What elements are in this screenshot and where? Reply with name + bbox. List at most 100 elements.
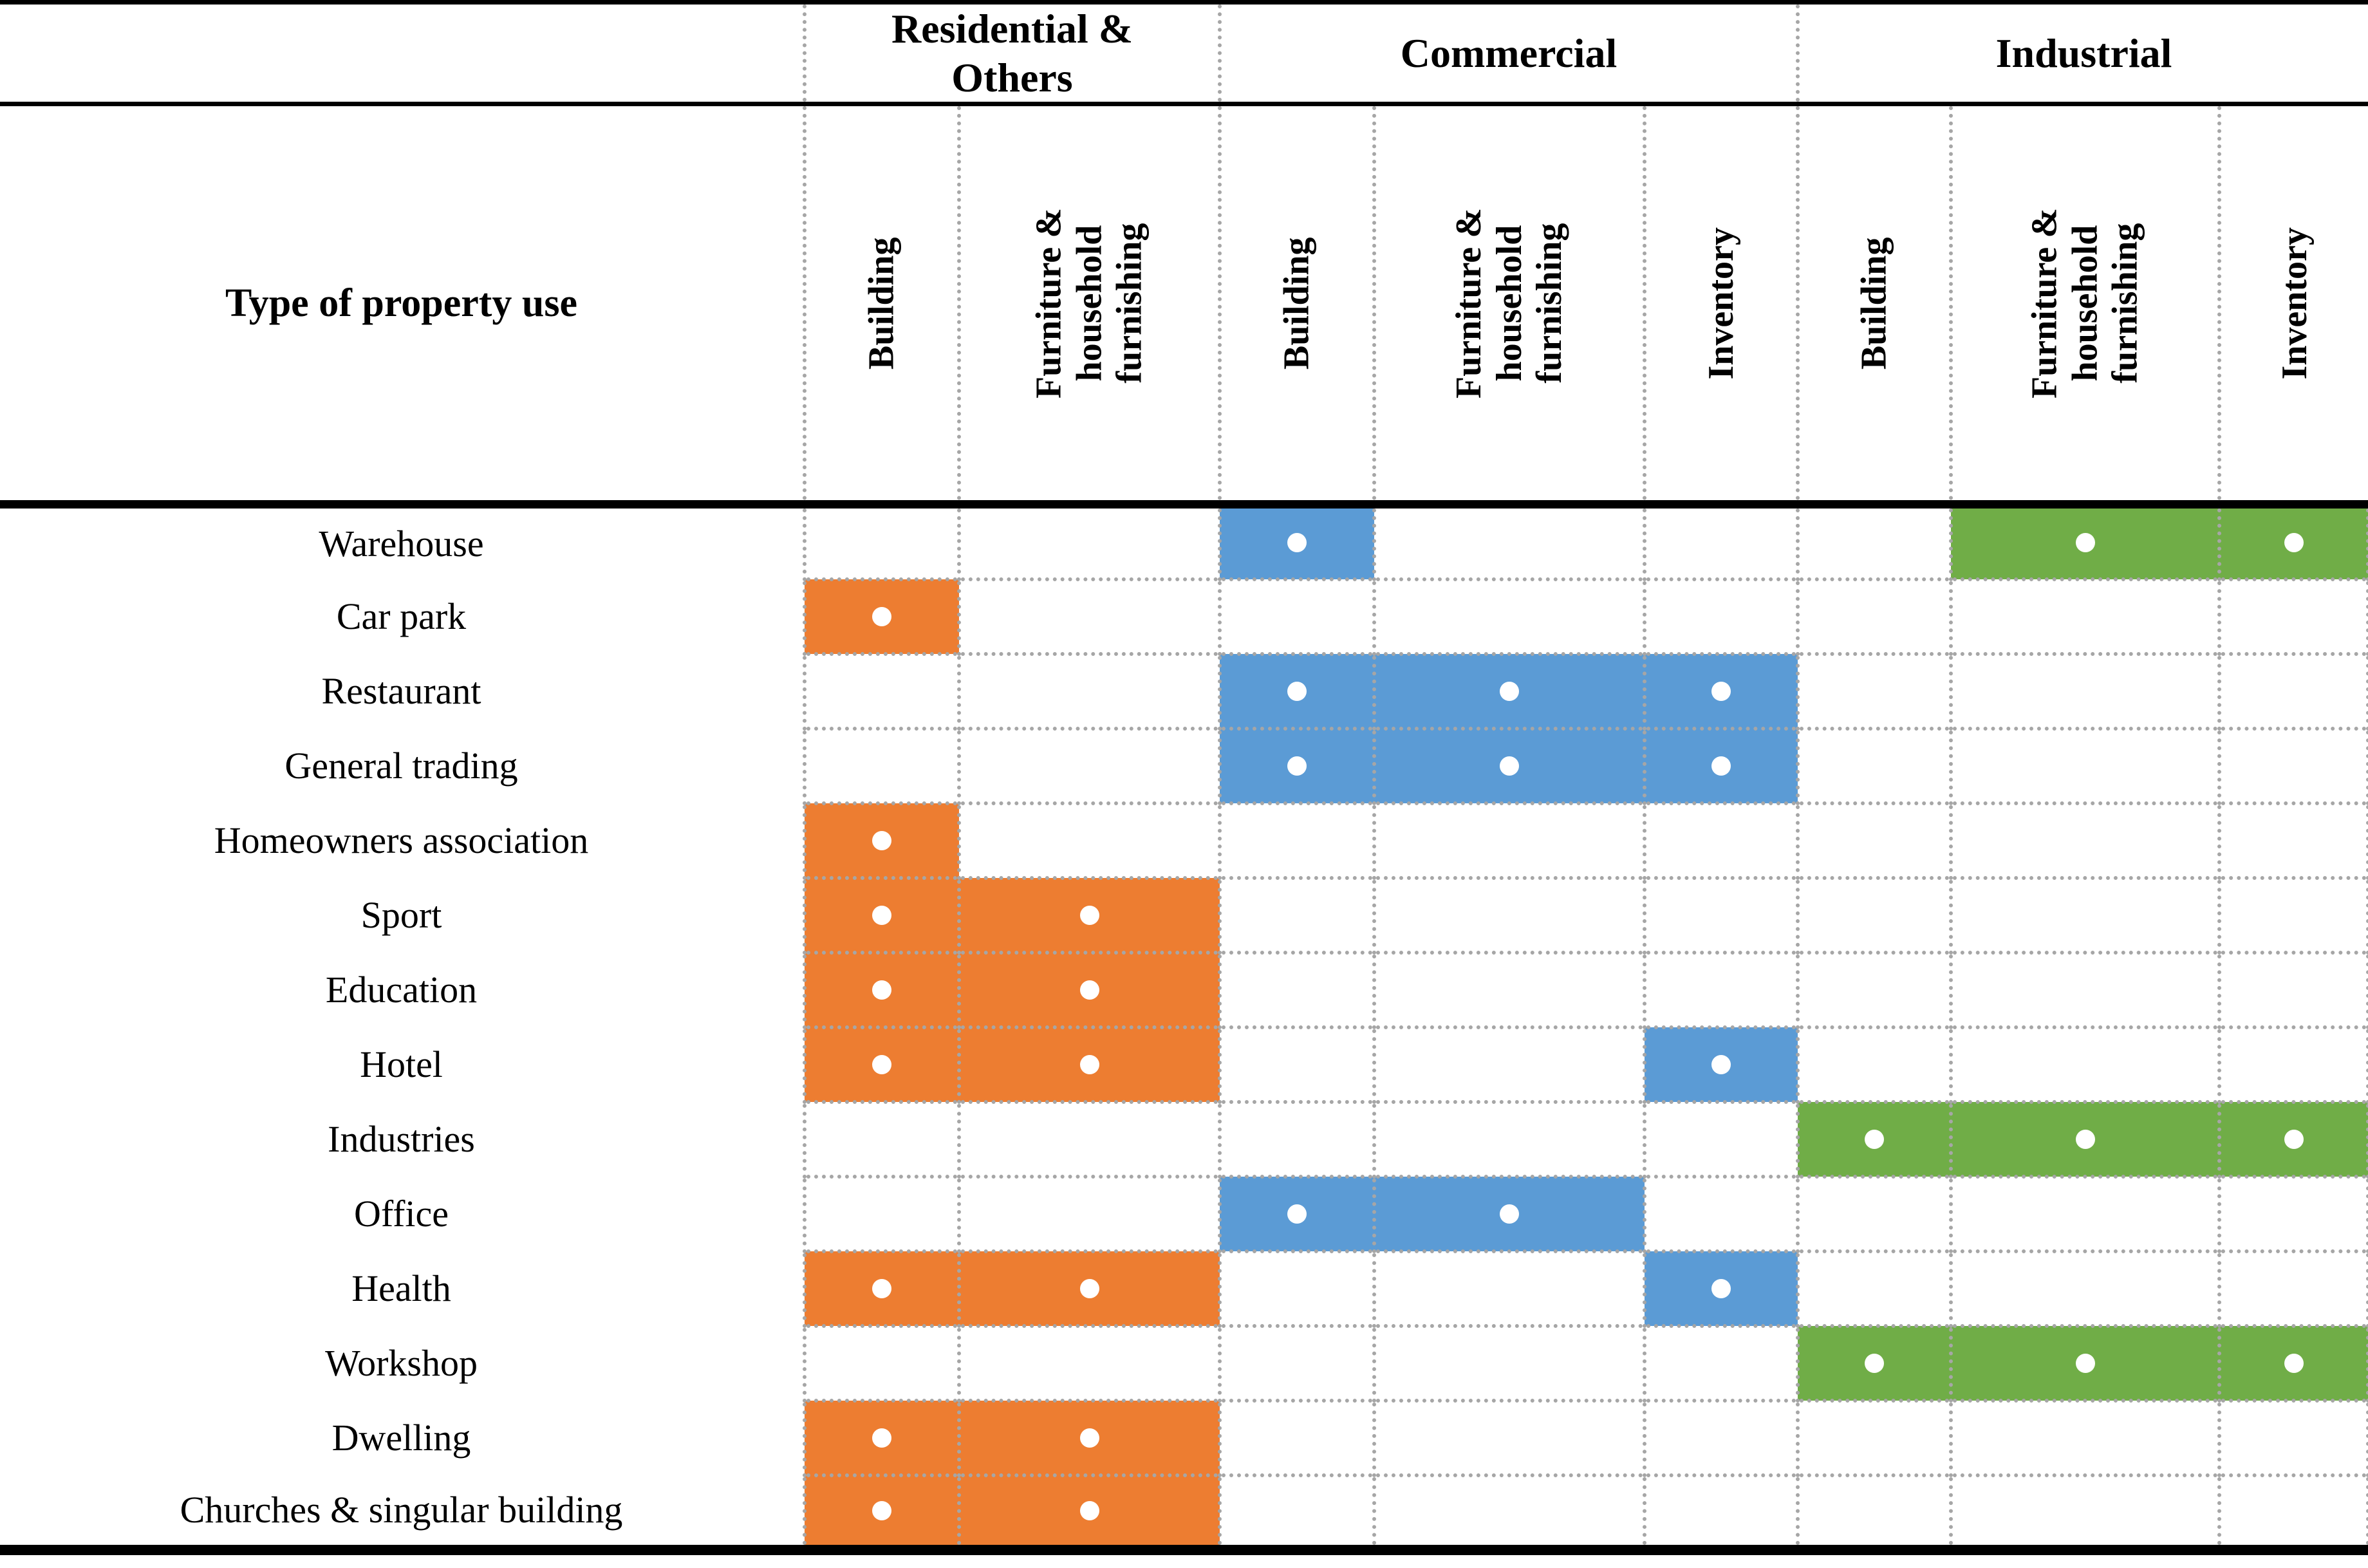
data-cell [957,1398,1220,1475]
data-cell [803,875,959,953]
table-row: Industries [0,1099,2368,1177]
data-cell [957,651,1220,729]
dot-marker [1865,1129,1884,1149]
data-cell [2217,1174,2368,1251]
row-label: Industries [328,1118,475,1161]
data-cell [1372,1473,1645,1550]
data-cell [1372,1174,1645,1251]
data-cell [803,950,959,1027]
data-cell [2217,1323,2368,1401]
dot-marker [872,1278,891,1298]
row-label: Restaurant [321,670,481,713]
rotated-label: Furniture & household furnishing [1029,208,1150,399]
column-header-res-furniture: Furniture & household furnishing [957,104,1220,509]
data-cell [1643,577,1798,654]
column-header-com-building: Building [1218,104,1374,509]
rotated-label: Inventory [1701,227,1741,380]
data-cell [1796,1025,1951,1102]
dot-marker [1079,1278,1099,1298]
data-cell [1643,875,1798,953]
row-label: Dwelling [331,1417,471,1459]
data-cell [957,950,1220,1027]
data-cell [2217,950,2368,1027]
dot-marker [1079,1054,1099,1074]
data-cell [1949,1323,2219,1401]
data-cell [803,1473,959,1550]
data-cell [803,1398,959,1475]
dot-marker [1079,1501,1099,1521]
data-cell [1218,1398,1374,1475]
corner-header: Type of property use [0,104,805,509]
data-cell [1949,1473,2219,1550]
data-cell [1949,1099,2219,1177]
data-cell [957,801,1220,878]
data-cell [2217,726,2368,803]
data-cell [957,1174,1220,1251]
data-cell [1643,1249,1798,1326]
row-label: Churches & singular building [180,1489,623,1531]
data-cell [803,1249,959,1326]
data-cell [1643,502,1798,579]
data-cell [1372,950,1645,1027]
dot-marker [872,606,891,626]
data-cell [1796,1323,1951,1401]
data-cell [1643,651,1798,729]
data-cell [1796,801,1951,878]
table-row: General trading [0,726,2368,803]
data-cell [1218,1323,1374,1401]
data-cell [1218,950,1374,1027]
data-cell [1949,950,2219,1027]
dot-marker [1711,756,1731,776]
row-label: Workshop [325,1342,478,1385]
data-cell [803,1323,959,1401]
row-label: Sport [360,894,442,937]
data-cell [1643,1099,1798,1177]
data-cell [1949,1398,2219,1475]
data-cell [803,651,959,729]
rotated-label: Furniture & household furnishing [1448,208,1570,399]
table-row: Sport [0,875,2368,953]
data-cell [1372,651,1645,729]
dot-marker [872,1428,891,1448]
data-cell [803,801,959,878]
data-cell [1643,726,1798,803]
data-cell [1218,1099,1374,1177]
row-label: Office [353,1193,449,1235]
data-cell [1643,1398,1798,1475]
rotated-label: Furniture & household furnishing [2024,208,2145,399]
table-row: Hotel [0,1025,2368,1102]
data-cell [803,1099,959,1177]
data-cell [2217,577,2368,654]
data-cell [1372,801,1645,878]
dot-marker [1079,980,1099,1000]
dot-marker [2075,1353,2095,1373]
data-cell [957,502,1220,579]
table-row: Dwelling [0,1398,2368,1475]
data-cell [1372,577,1645,654]
table-row: Education [0,950,2368,1027]
dot-marker [1287,756,1307,776]
data-cell [2217,1099,2368,1177]
data-cell [2217,801,2368,878]
data-cell [957,1025,1220,1102]
group-header-residential: Residential & Others [803,2,1220,107]
data-cell [1643,950,1798,1027]
data-cell [2217,502,2368,579]
data-cell [2217,1025,2368,1102]
data-cell [803,502,959,579]
table-row: Warehouse [0,502,2368,579]
column-header-com-inventory: Inventory [1643,104,1798,509]
data-cell [1949,651,2219,729]
rotated-label: Building [1276,237,1317,369]
row-label: Hotel [360,1043,443,1086]
data-cell [1372,726,1645,803]
data-cell [803,1174,959,1251]
dot-marker [2075,533,2095,553]
data-cell [1949,1249,2219,1326]
column-header-res-building: Building [803,104,959,509]
data-cell [1218,1174,1374,1251]
dot-marker [1500,681,1519,701]
data-cell [803,726,959,803]
dot-marker [1287,533,1307,553]
